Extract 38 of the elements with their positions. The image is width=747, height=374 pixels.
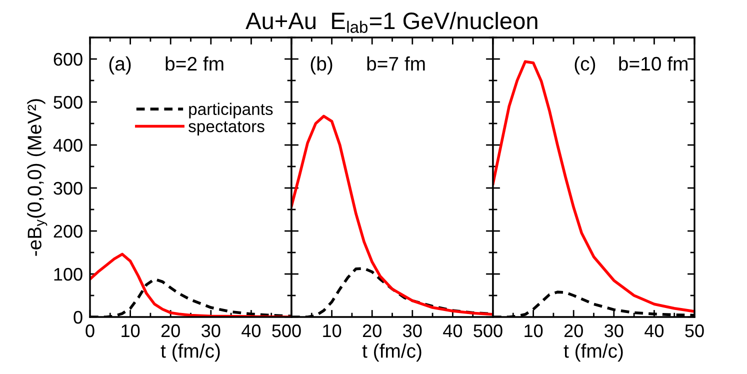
x-tick-label: 0 [292,324,301,338]
y-tick-label: 400 [53,138,82,152]
y-tick-label: 200 [54,224,82,238]
annotation: b=2 fm [166,56,224,71]
x-tick-label: 40 [443,324,462,338]
y-tick-label: 0 [74,310,82,324]
y-axis-title: -eB$_{y}$(0,0,0) (MeV²) [27,99,48,256]
legend-label: participants [189,102,273,118]
x-tick-label: 40 [644,324,664,338]
legend-label: spectators [188,121,264,136]
x-tick-label: 10 [323,324,342,338]
x-tick-label: 50 [685,324,704,338]
annotation: (b) [310,56,332,75]
x-tick-label: 50 [474,324,492,338]
x-tick-label: 30 [403,324,422,338]
y-tick-label: 600 [54,52,82,66]
x-tick-label: 20 [362,324,382,338]
x-tick-label: 50 [272,324,291,338]
annotation: (a) [109,56,131,75]
annotation: b=7 fm [367,56,425,71]
x-axis-title: t (fm/c) [564,344,623,362]
annotation: b=10 fm [619,56,688,71]
chart-title: Au+Au E$_{lab}$=1 GeV/nucleon [246,12,538,33]
x-tick-label: 20 [564,324,583,338]
x-tick-label: 20 [161,324,180,338]
x-tick-label: 10 [524,324,543,338]
x-tick-label: 30 [604,324,624,338]
x-axis-title: t (fm/c) [160,344,220,362]
x-tick-label: 0 [86,324,94,338]
x-tick-label: 10 [122,324,140,338]
annotation: (c) [574,56,596,75]
x-tick-label: 40 [242,324,261,338]
y-tick-label: 300 [54,182,82,195]
x-axis-title: t (fm/c) [362,344,422,362]
y-tick-label: 500 [54,96,82,109]
x-tick-label: 30 [202,324,220,338]
y-tick-label: 100 [54,268,82,281]
x-tick-label: 0 [494,324,502,338]
